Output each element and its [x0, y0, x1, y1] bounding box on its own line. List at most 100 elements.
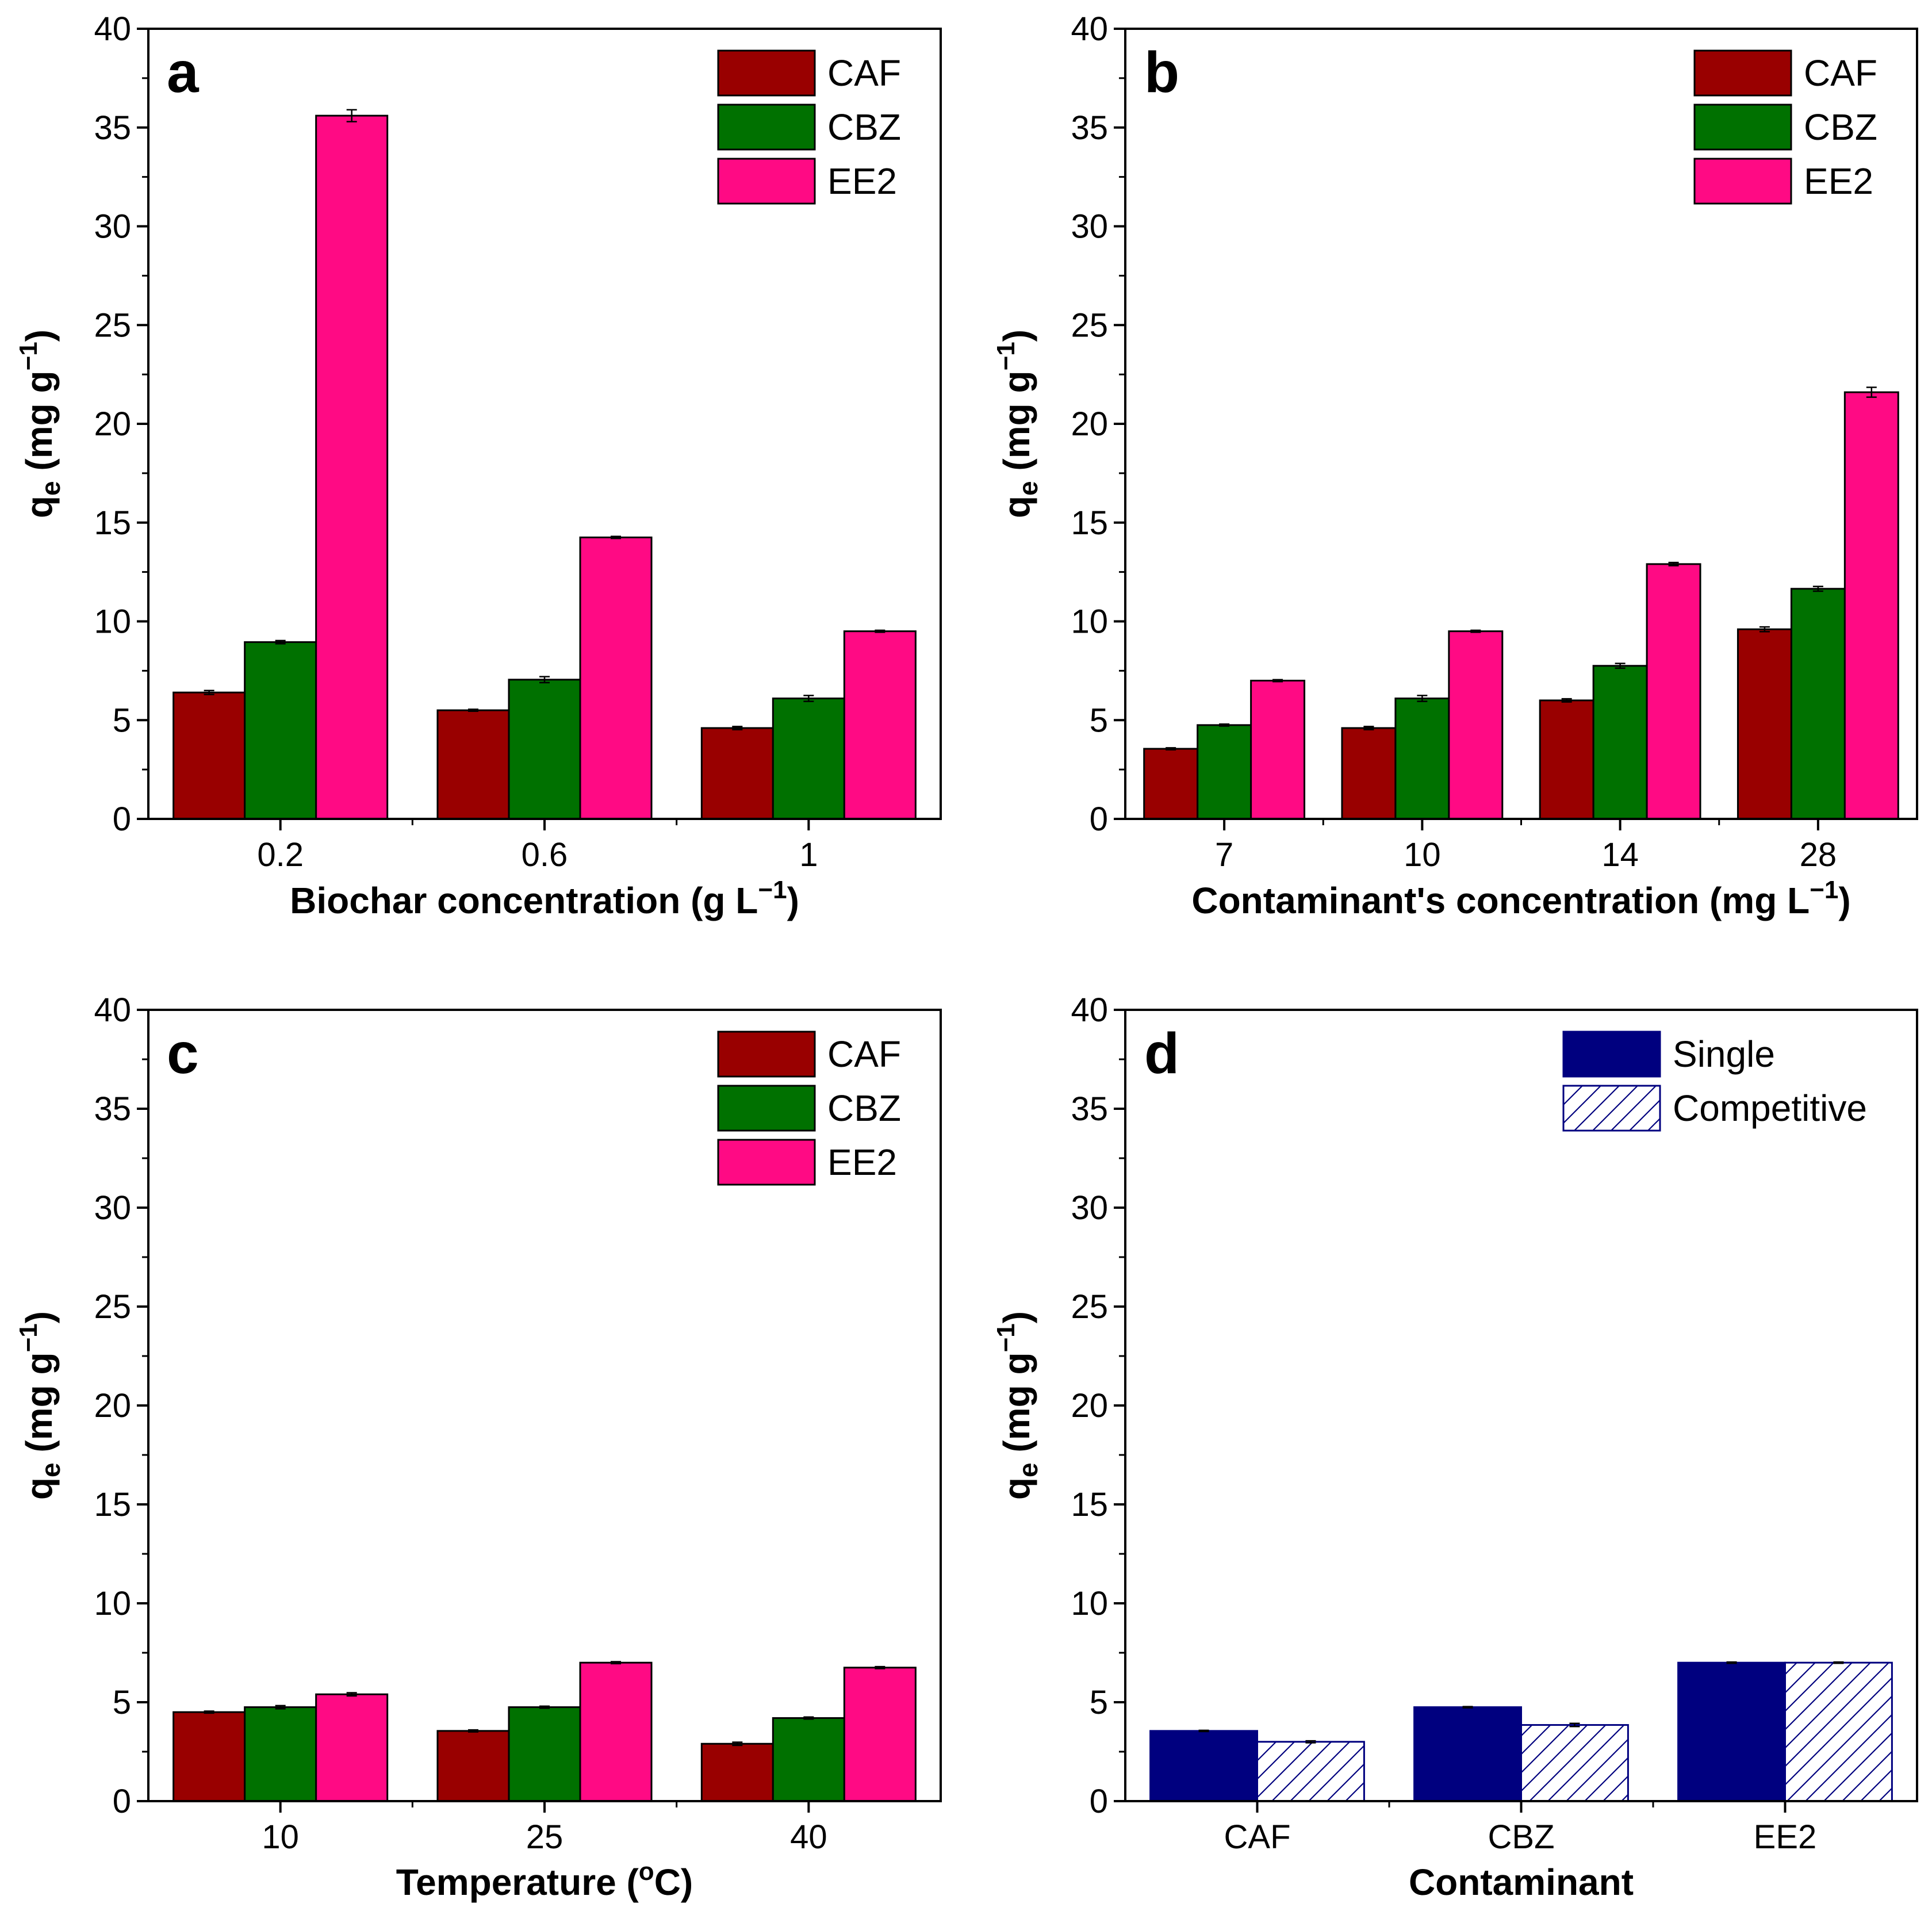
y-tick-label: 40 — [1071, 10, 1108, 48]
bars — [1143, 386, 1899, 820]
x-axis-title-text: Temperature ( — [396, 1862, 639, 1903]
legend-label-caf: CAF — [827, 52, 901, 94]
bar-caf-10 — [172, 1711, 246, 1802]
error-bar-ee2-14 — [1668, 561, 1679, 566]
error-bar-caf-7 — [1166, 747, 1176, 751]
y-tick-label: 0 — [1090, 801, 1108, 838]
y-axis-title-close: ) — [18, 330, 60, 342]
y-tick-label: 35 — [94, 1090, 131, 1128]
y-axis-title-superscript: −1 — [992, 1323, 1020, 1352]
error-bar-single-EE2 — [1726, 1661, 1737, 1664]
bar-competitive-EE2 — [1784, 1661, 1893, 1802]
x-tick-label: 7 — [1215, 836, 1233, 874]
legend-label-ee2: EE2 — [827, 160, 897, 202]
y-axis-title-units: (mg g — [18, 370, 60, 481]
plot-frame — [147, 1009, 942, 1802]
y-axis-title: qe (mg g−1) — [992, 1311, 1043, 1500]
error-bar-cbz-1 — [803, 695, 814, 702]
x-axis-title-superscript: o — [639, 1857, 654, 1886]
x-tick-label: 10 — [262, 1818, 299, 1856]
y-tick-label: 20 — [1071, 1387, 1108, 1424]
legend-label-ee2: EE2 — [1804, 160, 1873, 202]
bar-ee2-0.2 — [315, 114, 389, 820]
bar-single-CAF — [1149, 1730, 1258, 1802]
bar-caf-0.6 — [436, 709, 510, 820]
legend-label-caf: CAF — [1804, 52, 1877, 94]
x-axis-title-close: ) — [1838, 880, 1850, 921]
bar-ee2-14 — [1646, 563, 1701, 820]
bar-caf-40 — [700, 1742, 774, 1802]
x-tick-label: 10 — [1404, 836, 1441, 874]
y-axis-title: qe (mg g−1) — [992, 330, 1043, 518]
x-tick-label: EE2 — [1754, 1818, 1817, 1856]
bar-cbz-7 — [1197, 724, 1252, 820]
y-tick-label: 5 — [113, 1684, 131, 1721]
y-tick-label: 15 — [94, 504, 131, 542]
y-tick-label: 5 — [1090, 1684, 1108, 1721]
x-axis-title: Contaminant — [1409, 1862, 1634, 1903]
error-bar-caf-10 — [204, 1710, 214, 1714]
bar-ee2-10 — [1448, 630, 1504, 820]
bar-cbz-0.2 — [244, 641, 317, 820]
x-axis-title-close: ) — [787, 880, 799, 921]
y-tick-label: 40 — [1071, 991, 1108, 1029]
bar-ee2-40 — [843, 1667, 917, 1802]
error-bar-ee2-25 — [611, 1661, 622, 1665]
y-axis-title-q: q — [18, 1477, 60, 1500]
y-tick-label: 30 — [94, 208, 131, 246]
legend-label-ee2: EE2 — [827, 1142, 897, 1183]
y-axis-title: qe (mg g−1) — [14, 1311, 66, 1500]
y-tick-label: 25 — [94, 307, 131, 344]
error-bar-competitive-EE2 — [1833, 1661, 1844, 1664]
error-bar-caf-28 — [1759, 626, 1770, 633]
y-axis-title-subscript: e — [36, 1462, 66, 1477]
bars — [172, 1661, 917, 1802]
error-bar-competitive-CAF — [1305, 1740, 1316, 1744]
legend-label-single: Single — [1673, 1033, 1775, 1075]
legend-label-caf: CAF — [827, 1033, 901, 1075]
error-bar-ee2-28 — [1866, 386, 1877, 398]
y-axis-title-units: (mg g — [996, 1352, 1037, 1462]
bars — [172, 109, 917, 820]
x-axis-title: Biochar concentration (g L−1) — [290, 876, 799, 921]
y-tick-label: 20 — [1071, 405, 1108, 443]
error-bar-ee2-0.6 — [611, 535, 622, 539]
y-tick-label: 35 — [94, 109, 131, 147]
error-bar-ee2-40 — [875, 1665, 885, 1669]
error-bar-cbz-10 — [275, 1705, 286, 1710]
bar-caf-7 — [1143, 748, 1199, 820]
y-axis-title-subscript: e — [1013, 481, 1043, 496]
error-bar-caf-0.6 — [467, 708, 478, 713]
legend-swatch-ee2 — [717, 158, 816, 205]
error-bar-single-CAF — [1198, 1729, 1209, 1733]
bar-caf-1 — [700, 727, 774, 820]
legend-swatch-caf — [717, 49, 816, 97]
panel-c: 0 5 10 15 20 25 30 35 40 10 25 40 Temperature (oC) qe… — [14, 991, 942, 1903]
y-axis-title-superscript: −1 — [14, 1323, 43, 1352]
x-axis: 0.2 0.6 1 — [257, 819, 818, 874]
bars — [1149, 1661, 1893, 1802]
x-tick-label: 14 — [1601, 836, 1639, 874]
y-axis: 0 5 10 15 20 25 30 35 40 — [94, 991, 148, 1820]
y-axis: 0 5 10 15 20 25 30 35 40 — [94, 10, 148, 838]
bar-cbz-10 — [244, 1706, 317, 1802]
y-tick-label: 5 — [113, 702, 131, 739]
bar-ee2-28 — [1843, 391, 1899, 820]
bar-caf-25 — [436, 1730, 510, 1802]
x-axis-title-close: C) — [654, 1862, 693, 1903]
bar-cbz-40 — [772, 1717, 845, 1802]
y-tick-label: 20 — [94, 405, 131, 443]
error-bar-cbz-14 — [1615, 662, 1626, 669]
error-bar-ee2-0.2 — [346, 109, 357, 122]
y-axis-title: qe (mg g−1) — [14, 330, 66, 518]
legend: Single Competitive — [1562, 1031, 1867, 1132]
error-bar-caf-40 — [732, 1741, 743, 1747]
error-bar-ee2-7 — [1272, 679, 1283, 683]
y-tick-label: 0 — [113, 801, 131, 838]
panel-label: b — [1144, 40, 1179, 105]
error-bar-ee2-1 — [875, 629, 885, 633]
bar-cbz-10 — [1394, 697, 1450, 820]
legend: CAF CBZ EE2 — [717, 49, 901, 205]
y-tick-label: 5 — [1090, 702, 1108, 739]
